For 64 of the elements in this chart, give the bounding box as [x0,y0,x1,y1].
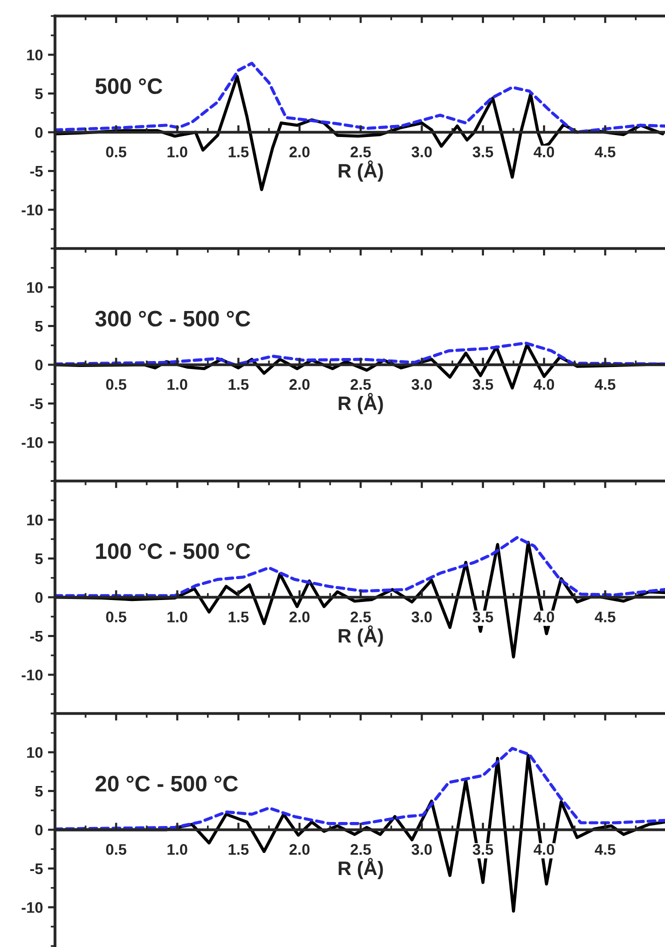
x-tick-label: 1.5 [228,379,249,390]
x-tick-label: 0.5 [106,146,126,158]
x-tick-label: 4.0 [534,379,554,390]
y-tick-label: -10 [22,204,43,216]
x-tick-label: 3.0 [412,844,432,855]
x-axis-title: R (Å) [338,625,383,647]
y-tick-label: 0 [35,592,43,603]
y-tick-label: -5 [30,166,43,177]
x-tick-label: 4.5 [594,844,616,855]
x-tick-label: 1.0 [168,379,188,390]
x-tick-label: 1.0 [168,844,188,855]
y-tick-label: 10 [27,747,43,758]
x-tick-label: 4.5 [594,612,616,622]
x-tick-label: 1.5 [228,844,249,855]
x-tick-label: 2.5 [350,146,371,158]
x-tick-label: 1.0 [168,612,188,622]
y-tick-label: 5 [35,554,43,564]
x-tick-label: 4.5 [594,146,616,158]
y-tick-label: 5 [35,786,43,797]
x-tick-label: 2.0 [289,612,310,622]
x-tick-label: 4.0 [534,844,554,855]
x-tick-label: 1.5 [228,146,249,158]
x-axis-title: R (Å) [338,160,383,182]
y-tick-label: 5 [35,88,43,100]
x-axis-title: R (Å) [338,858,383,880]
x-tick-label: 0.5 [106,844,126,855]
y-tick-label: -5 [30,864,43,874]
x-tick-label: 3.0 [412,379,432,390]
x-tick-label: 2.5 [350,612,371,622]
y-tick-label: 10 [27,514,43,526]
y-tick-label: 5 [35,321,43,332]
x-tick-label: 0.5 [106,612,126,622]
y-tick-label: -10 [22,437,43,448]
x-tick-label: 3.5 [472,379,494,390]
x-tick-label: 3.0 [412,146,432,158]
x-tick-label: 4.0 [534,612,554,622]
text: 100 °C - 500 °C [96,543,250,560]
y-tick-label: -10 [22,902,43,913]
y-tick-label: 10 [27,282,43,293]
x-tick-label: 2.5 [350,379,371,390]
x-tick-label: 2.0 [289,379,310,390]
y-tick-label: -10 [22,670,43,680]
x-tick-label: 2.5 [350,844,371,855]
x-tick-label: 4.5 [594,379,616,390]
text: 500 °C [95,78,162,94]
y-tick-label: -5 [30,631,43,642]
x-tick-label: 4.0 [534,146,554,158]
y-tick-label: 10 [27,50,43,60]
text: 20 °C - 500 °C [96,776,238,792]
x-tick-label: 2.0 [289,844,310,855]
y-tick-label: 0 [35,360,43,370]
x-tick-label: 3.0 [412,612,432,622]
x-tick-label: 2.0 [289,146,310,158]
y-tick-label: 0 [35,824,43,836]
x-axis-title: R (Å) [338,392,383,414]
x-tick-label: 1.0 [168,146,188,158]
x-tick-label: 3.5 [472,844,494,855]
x-tick-label: 3.5 [472,146,494,158]
x-tick-label: 1.5 [228,612,249,622]
x-tick-label: 0.5 [106,379,126,390]
x-tick-label: 3.5 [472,612,494,622]
text: 300 °C - 500 °C [95,310,250,327]
y-tick-label: -5 [30,398,43,410]
y-tick-label: 0 [35,127,43,138]
